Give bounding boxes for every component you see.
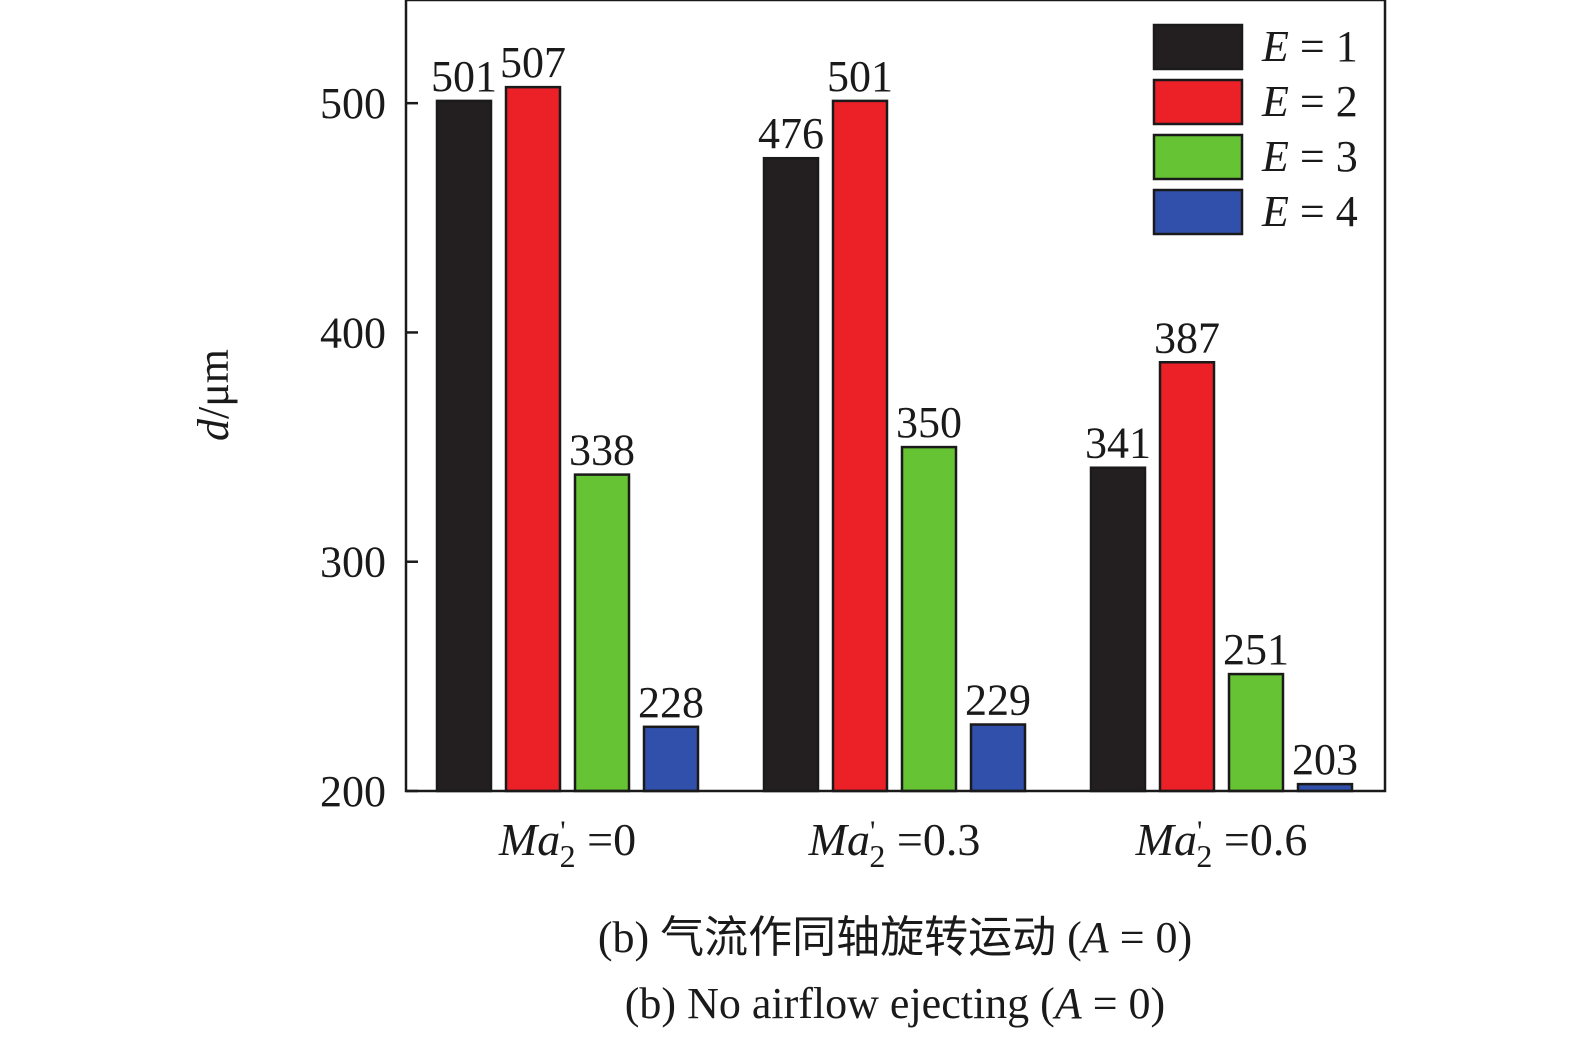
- plot-frame: [404, 0, 1387, 793]
- value-label-4-cat-1: 228: [638, 678, 704, 727]
- legend-label-3: E = 3: [1261, 132, 1358, 181]
- bar-2-cat-1: [504, 85, 562, 793]
- bar-3-cat-1: [573, 473, 631, 793]
- y-tick-label: 400: [320, 308, 386, 357]
- legend: E = 1 E = 2 E = 3 E = 4: [1152, 22, 1358, 236]
- y-axis-label: d/μm: [189, 349, 238, 441]
- caption-line-2: (b) No airflow ejecting (A = 0): [625, 979, 1165, 1028]
- bar-1-cat-2: [762, 156, 820, 793]
- bars-layer: [435, 85, 1354, 793]
- value-label-3-cat-1: 338: [569, 426, 635, 475]
- legend-swatch-3: [1152, 133, 1244, 181]
- legend-swatch-2: [1152, 78, 1244, 126]
- bar-1-cat-1: [435, 99, 493, 793]
- bar-1-cat-3: [1089, 466, 1147, 793]
- value-label-2-cat-1: 507: [500, 38, 566, 87]
- legend-label-2: E = 2: [1261, 77, 1358, 126]
- value-label-3-cat-3: 251: [1223, 625, 1289, 674]
- legend-label-1: E = 1: [1261, 22, 1358, 71]
- y-tick-label: 300: [320, 538, 386, 587]
- legend-label-4: E = 4: [1261, 187, 1358, 236]
- x-categories-layer: Ma' 2 =0 Ma' 2 =0.3 Ma' 2 =0.6: [498, 814, 1307, 874]
- value-label-2-cat-3: 387: [1154, 313, 1220, 362]
- bar-2-cat-2: [831, 99, 889, 793]
- bar-3-cat-2: [900, 445, 958, 793]
- x-category-label-1: Ma' 2 =0: [498, 814, 636, 874]
- legend-swatch-4: [1152, 188, 1244, 236]
- y-ticks-layer: 200 300 400 500: [320, 79, 418, 816]
- x-category-label-3: Ma' 2 =0.6: [1135, 814, 1308, 874]
- value-label-1-cat-3: 341: [1085, 419, 1151, 468]
- x-category-label-2: Ma' 2 =0.3: [808, 814, 981, 874]
- bar-4-cat-1: [642, 725, 700, 793]
- value-label-4-cat-2: 229: [965, 676, 1031, 725]
- value-label-1-cat-1: 501: [431, 52, 497, 101]
- y-tick-label: 500: [320, 79, 386, 128]
- value-label-3-cat-2: 350: [896, 398, 962, 447]
- bar-4-cat-2: [969, 723, 1027, 793]
- legend-swatch-1: [1152, 23, 1244, 71]
- bar-3-cat-3: [1227, 672, 1285, 793]
- value-label-1-cat-2: 476: [758, 109, 824, 158]
- value-label-2-cat-2: 501: [827, 52, 893, 101]
- y-tick-label: 200: [320, 767, 386, 816]
- caption-line-1: (b) 气流作同轴旋转运动 (A = 0): [598, 913, 1192, 962]
- value-label-4-cat-3: 203: [1292, 735, 1358, 784]
- bar-2-cat-3: [1158, 361, 1216, 793]
